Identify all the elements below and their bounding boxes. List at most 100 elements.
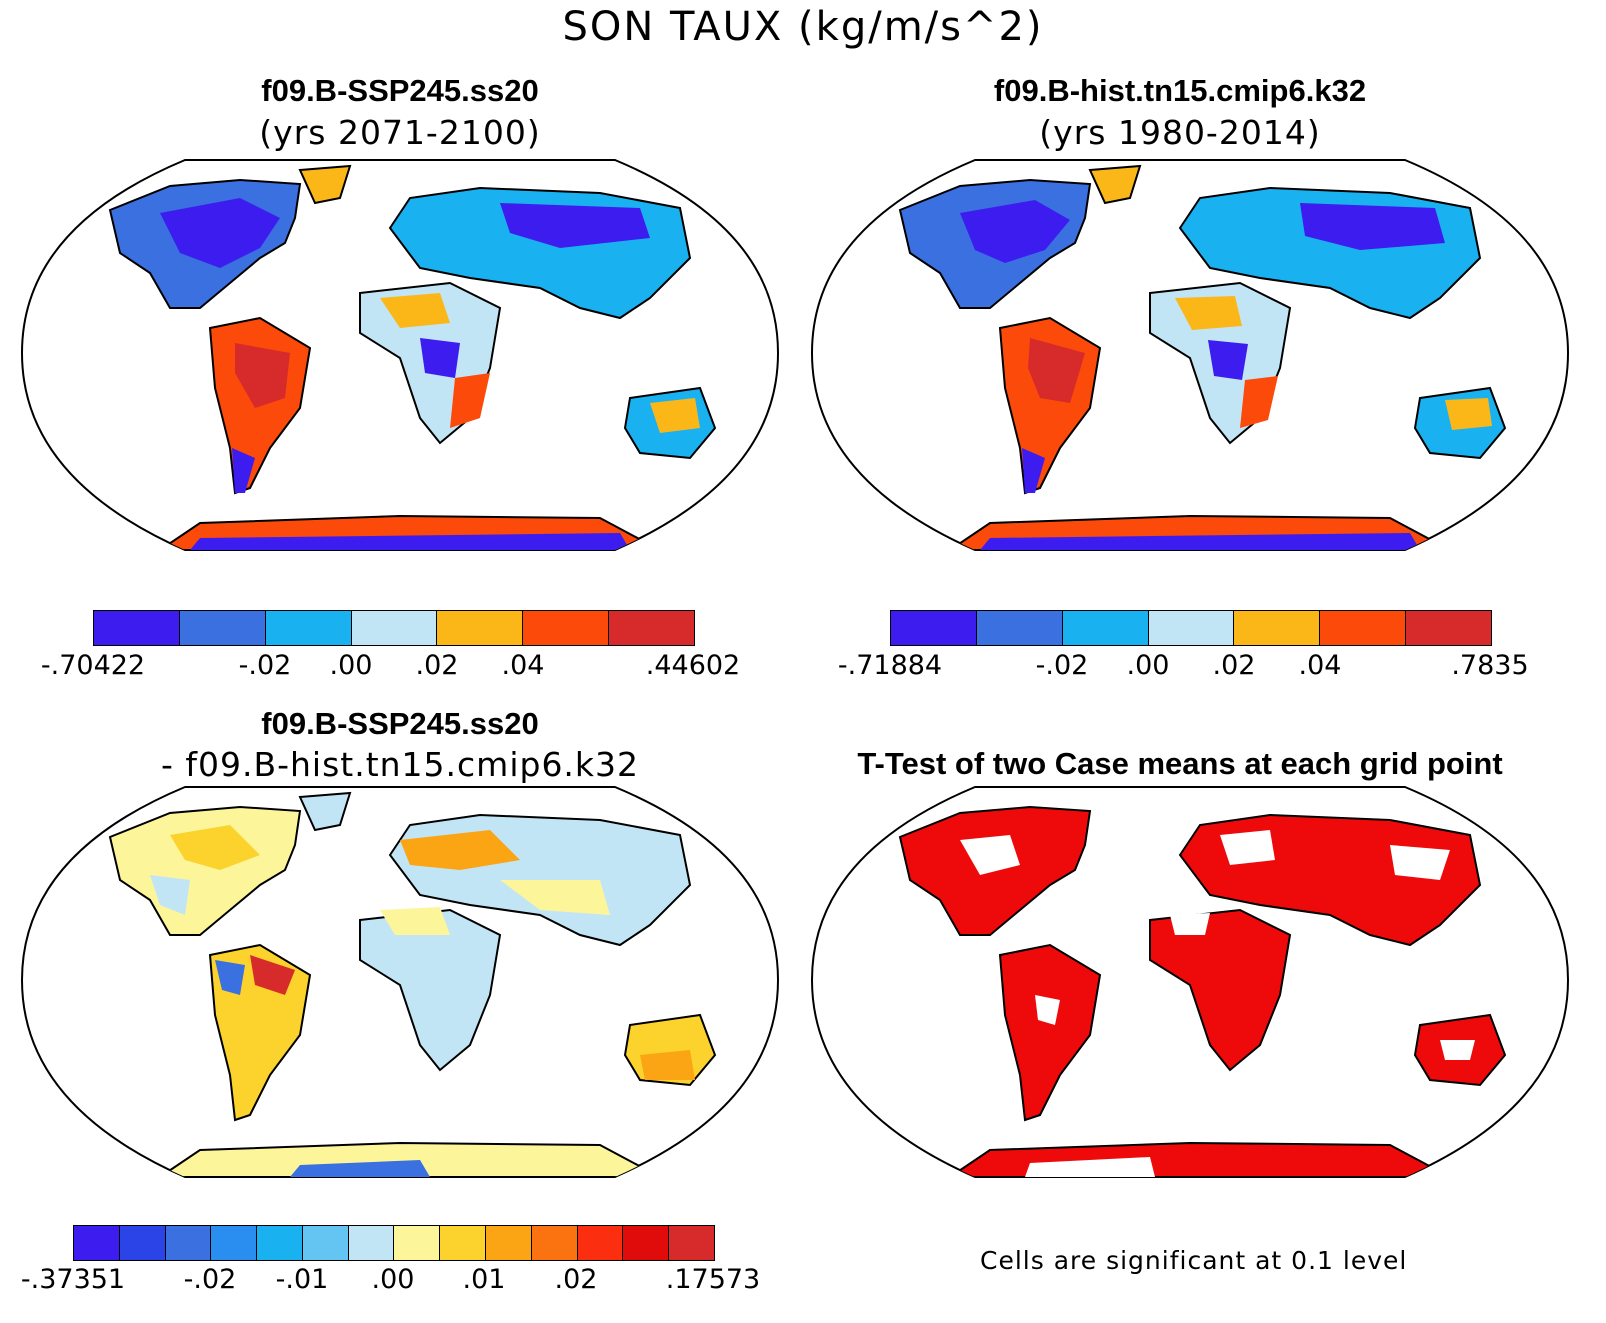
colorbar-cell	[440, 1226, 487, 1260]
colorbar-cell	[119, 1226, 166, 1260]
southeast-africa-core	[1240, 376, 1278, 428]
antarctica-significant	[946, 1141, 1451, 1177]
australia-core	[640, 1050, 695, 1080]
antarctica-region	[156, 1141, 661, 1177]
panel-1-colorbar	[93, 610, 695, 646]
colorbar-cell	[891, 611, 977, 645]
colorbar-cell	[523, 611, 610, 645]
africa-gap	[1170, 913, 1210, 935]
south-america-core	[235, 343, 290, 408]
central-africa-core	[1208, 340, 1248, 380]
colorbar-cell	[211, 1226, 258, 1260]
north-america-gap	[960, 835, 1020, 875]
colorbar-cell	[1406, 611, 1492, 645]
panel-1-title-line1: f09.B-SSP245.ss20	[261, 73, 539, 108]
colorbar-cell	[976, 611, 1063, 645]
panel-2-colorbar-label: .04	[1298, 650, 1342, 681]
greenland	[298, 164, 352, 205]
north-america-region	[108, 805, 302, 936]
panel-1-title-line2: (yrs 2071-2100)	[259, 113, 541, 152]
colorbar-cell	[1148, 611, 1235, 645]
southeast-africa-core	[450, 373, 490, 428]
colorbar-cell	[94, 611, 180, 645]
eurasia-gap	[1390, 845, 1450, 880]
panel-1-map	[20, 159, 780, 551]
panel-3-map	[20, 786, 780, 1178]
south-america-core	[1028, 338, 1085, 403]
antarctica-gap	[1025, 1157, 1155, 1177]
siberia-core	[500, 203, 650, 248]
australia-gap	[1440, 1040, 1475, 1060]
panel-2-colorbar-label: -.71884	[837, 650, 943, 681]
colorbar-cell	[165, 1226, 212, 1260]
eurasia-gap	[1220, 830, 1275, 865]
colorbar-cell	[302, 1226, 349, 1260]
antarctica-band	[190, 533, 630, 550]
africa-significant	[1149, 908, 1292, 1072]
south-america-significant	[998, 943, 1102, 1122]
colorbar-cell	[351, 611, 438, 645]
panel-3-colorbar-label: .02	[554, 1264, 598, 1295]
central-africa-core	[420, 338, 460, 378]
north-america-core	[160, 198, 280, 268]
colorbar-cell	[577, 1226, 624, 1260]
panel-3-title-line2: - f09.B-hist.tn15.cmip6.k32	[160, 745, 640, 784]
africa-region	[359, 908, 502, 1072]
colorbar-cell	[531, 1226, 578, 1260]
colorbar-cell	[609, 611, 695, 645]
colorbar-cell	[265, 611, 352, 645]
panel-1-colorbar-label: .02	[415, 650, 459, 681]
panel-2-colorbar-label: .7835	[1451, 650, 1529, 681]
panel-1-colorbar-label: -.70422	[40, 650, 146, 681]
colorbar-cell	[437, 611, 524, 645]
north-africa-patch	[380, 907, 450, 935]
colorbar-cell	[1062, 611, 1149, 645]
panel-3-colorbar-label: -.02	[183, 1264, 237, 1295]
panel-1-colorbar-label: -.02	[238, 650, 292, 681]
panel-3-colorbar-label: -.37351	[20, 1264, 126, 1295]
panel-2-map	[810, 159, 1570, 551]
panel-3-colorbar-label: .01	[462, 1264, 506, 1295]
panel-3-colorbar-label: .17573	[665, 1264, 761, 1295]
panel-3-colorbar	[73, 1225, 715, 1261]
antarctica-band	[980, 533, 1420, 550]
australia-core	[1445, 398, 1492, 430]
amazon-core	[250, 955, 295, 995]
colorbar-cell	[179, 611, 266, 645]
australia-core	[650, 398, 700, 433]
colorbar-cell	[348, 1226, 395, 1260]
sahara-patch	[1175, 296, 1242, 330]
panel-2-colorbar	[890, 610, 1492, 646]
north-america-west	[150, 875, 190, 915]
panel-4-map	[810, 786, 1570, 1178]
patagonia	[232, 448, 255, 493]
sahara-patch	[380, 293, 450, 328]
greenland	[1088, 164, 1142, 205]
panel-2-title-line1: f09.B-hist.tn15.cmip6.k32	[993, 73, 1367, 108]
panel-1-colorbar-label: .44602	[645, 650, 741, 681]
colorbar-cell	[394, 1226, 441, 1260]
significance-note: Cells are significant at 0.1 level	[980, 1246, 1408, 1275]
panel-2-title-line2: (yrs 1980-2014)	[1039, 113, 1321, 152]
north-america-patch	[170, 825, 260, 870]
panel-1-colorbar-label: .00	[329, 650, 373, 681]
panel-3-title-line1: f09.B-SSP245.ss20	[261, 706, 539, 741]
figure-title: SON TAUX (kg/m/s^2)	[562, 4, 1044, 50]
panel-1-colorbar-label: .04	[501, 650, 545, 681]
colorbar-cell	[623, 1226, 670, 1260]
colorbar-cell	[669, 1226, 714, 1260]
greenland	[298, 791, 352, 832]
colorbar-cell	[1234, 611, 1321, 645]
siberia-core	[1300, 203, 1445, 250]
panel-3-colorbar-label: -.01	[275, 1264, 329, 1295]
andes-core	[215, 960, 245, 995]
antarctica-band	[290, 1160, 430, 1177]
colorbar-cell	[486, 1226, 532, 1260]
colorbar-cell	[74, 1226, 120, 1260]
panel-2-colorbar-label: .00	[1126, 650, 1170, 681]
panel-4-title: T-Test of two Case means at each grid po…	[857, 746, 1503, 781]
north-america-core	[960, 200, 1070, 263]
panel-3-colorbar-label: .00	[371, 1264, 415, 1295]
colorbar-cell	[1320, 611, 1407, 645]
europe-core	[400, 830, 520, 870]
